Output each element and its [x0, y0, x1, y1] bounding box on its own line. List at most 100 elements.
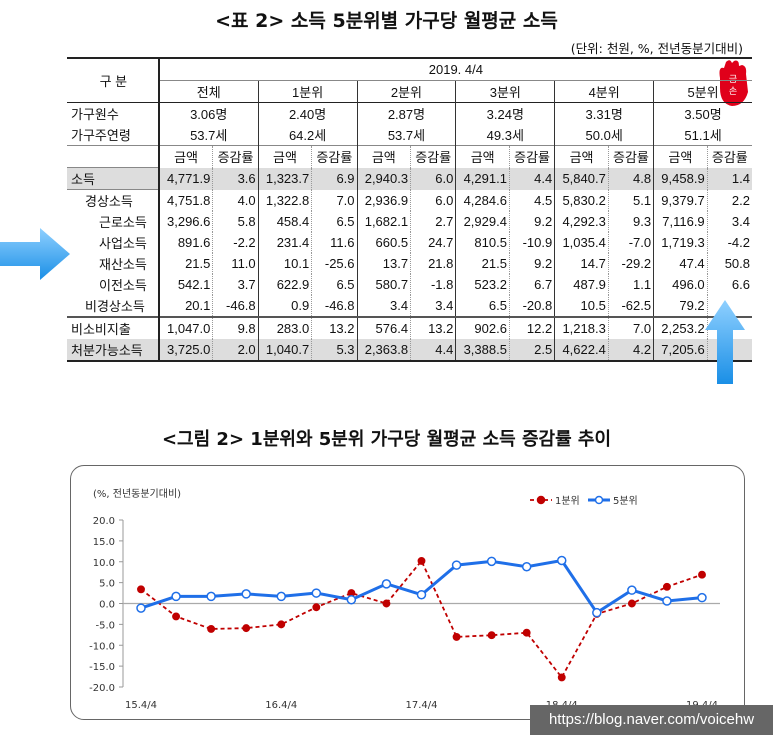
amount-cell: 542.1: [158, 274, 213, 295]
amount-cell: 9,379.7: [653, 189, 708, 211]
group-header: 2분위: [356, 80, 456, 103]
age-cell: 53.7세: [158, 124, 259, 146]
table-row: 비경상소득 20.1 -46.8 0.9 -46.8 3.4 3.4 6.5 -20.8 10.5…: [67, 295, 752, 317]
amount-header: 금액: [455, 145, 510, 168]
data-point: [311, 588, 322, 598]
amount-cell: 580.7: [356, 274, 411, 295]
amount-cell: 79.2: [653, 295, 708, 317]
amount-cell: 9,458.9: [653, 167, 708, 190]
rate-header: 증감률: [311, 145, 358, 168]
rate-cell: 1.1: [607, 274, 654, 295]
age-cell: 64.2세: [257, 124, 358, 146]
members-cell: 3.06명: [158, 102, 259, 124]
y-tick-label: 0.0: [99, 600, 115, 611]
amount-cell: 231.4: [257, 232, 312, 253]
table-row: 이전소득 542.1 3.7 622.9 6.5 580.7 -1.8 523.2 6.7 487…: [67, 274, 752, 295]
amount-cell: 4,622.4: [554, 339, 609, 362]
amount-cell: 283.0: [257, 316, 312, 339]
members-cell: 2.87명: [356, 102, 456, 124]
y-tick-label: 20.0: [93, 516, 115, 527]
data-point: [592, 607, 602, 618]
data-point: [698, 570, 706, 579]
data-point: [242, 624, 251, 633]
rate-cell: -10.9: [508, 232, 555, 253]
rate-header: 증감률: [508, 145, 555, 168]
rate-cell: 13.2: [410, 316, 456, 339]
rate-cell: -29.2: [607, 253, 654, 274]
amount-cell: 622.9: [257, 274, 312, 295]
amount-cell: 3,388.5: [455, 339, 510, 362]
amount-cell: 4,771.9: [158, 167, 213, 190]
data-point: [382, 599, 391, 608]
amount-cell: 21.5: [455, 253, 510, 274]
data-point: [451, 560, 462, 570]
age-cell: 51.1세: [653, 124, 752, 146]
amount-cell: 1,323.7: [257, 167, 312, 190]
members-cell: 3.31명: [554, 102, 654, 124]
rate-cell: 13.2: [311, 316, 358, 339]
rate-cell: 6.0: [410, 167, 456, 190]
rate-cell: -62.5: [607, 295, 654, 317]
amount-cell: 47.4: [653, 253, 708, 274]
row-label: 재산소득: [67, 253, 160, 274]
group-header: 4분위: [554, 80, 654, 103]
amount-cell: 20.1: [158, 295, 213, 317]
rate-cell: 9.2: [508, 211, 555, 232]
amount-cell: 3,725.0: [158, 339, 213, 362]
amount-cell: 10.1: [257, 253, 312, 274]
amount-cell: 1,035.4: [554, 232, 609, 253]
rate-header: 증감률: [410, 145, 456, 168]
amount-cell: 1,047.0: [158, 316, 213, 339]
amount-cell: 458.4: [257, 211, 312, 232]
data-point: [277, 620, 286, 629]
amount-cell: 487.9: [554, 274, 609, 295]
x-tick-label: 15.4/4: [125, 700, 157, 711]
income-table: 구 분 2019. 4/4 전체 1분위 2분위 3분위 4분위 5분위 가구원수 3.06명…: [67, 57, 752, 362]
amount-cell: 1,322.8: [257, 189, 312, 211]
rate-cell: -1.8: [410, 274, 456, 295]
data-point: [172, 612, 181, 621]
rate-cell: 7.0: [607, 316, 654, 339]
rate-header: 증감률: [706, 145, 752, 168]
y-tick-label: 10.0: [93, 558, 115, 569]
rate-cell: 11.6: [311, 232, 358, 253]
rate-cell: -2.2: [212, 232, 259, 253]
amount-cell: 13.7: [356, 253, 411, 274]
data-point: [557, 673, 566, 682]
watermark: https://blog.naver.com/voicehw: [530, 705, 773, 735]
rate-cell: 2.0: [212, 339, 259, 362]
rate-cell: 5.1: [607, 189, 654, 211]
rate-cell: -7.0: [607, 232, 654, 253]
amount-cell: 4,291.1: [455, 167, 510, 190]
chart-frame: [70, 465, 745, 720]
rate-cell: 4.5: [508, 189, 555, 211]
rate-cell: 6.5: [311, 274, 358, 295]
rate-cell: 50.8: [706, 253, 752, 274]
amount-cell: 2,936.9: [356, 189, 411, 211]
row-label: 근로소득: [67, 211, 160, 232]
amount-cell: 21.5: [158, 253, 213, 274]
rate-cell: 2.5: [508, 339, 555, 362]
y-tick-label: 5.0: [99, 579, 115, 590]
y-tick-label: -15.0: [89, 662, 115, 673]
rate-cell: 4.2: [607, 339, 654, 362]
y-tick-label: -20.0: [89, 683, 115, 694]
data-point: [416, 589, 427, 600]
legend-label: 1분위: [555, 494, 580, 507]
category-header: 구 분: [67, 57, 160, 103]
rate-cell: 4.4: [508, 167, 555, 190]
rate-cell: 12.2: [508, 316, 555, 339]
rate-cell: 6.7: [508, 274, 555, 295]
data-point: [662, 596, 672, 606]
rate-cell: 4.0: [212, 189, 259, 211]
data-point: [522, 628, 531, 637]
rate-cell: -25.6: [311, 253, 358, 274]
data-point: [171, 591, 181, 602]
data-point: [627, 599, 636, 608]
amount-cell: 1,719.3: [653, 232, 708, 253]
data-point: [697, 592, 707, 603]
rate-cell: 2.2: [706, 189, 752, 211]
legend-marker: [594, 495, 604, 505]
rate-cell: 11.0: [212, 253, 259, 274]
rate-cell: -46.8: [311, 295, 358, 317]
